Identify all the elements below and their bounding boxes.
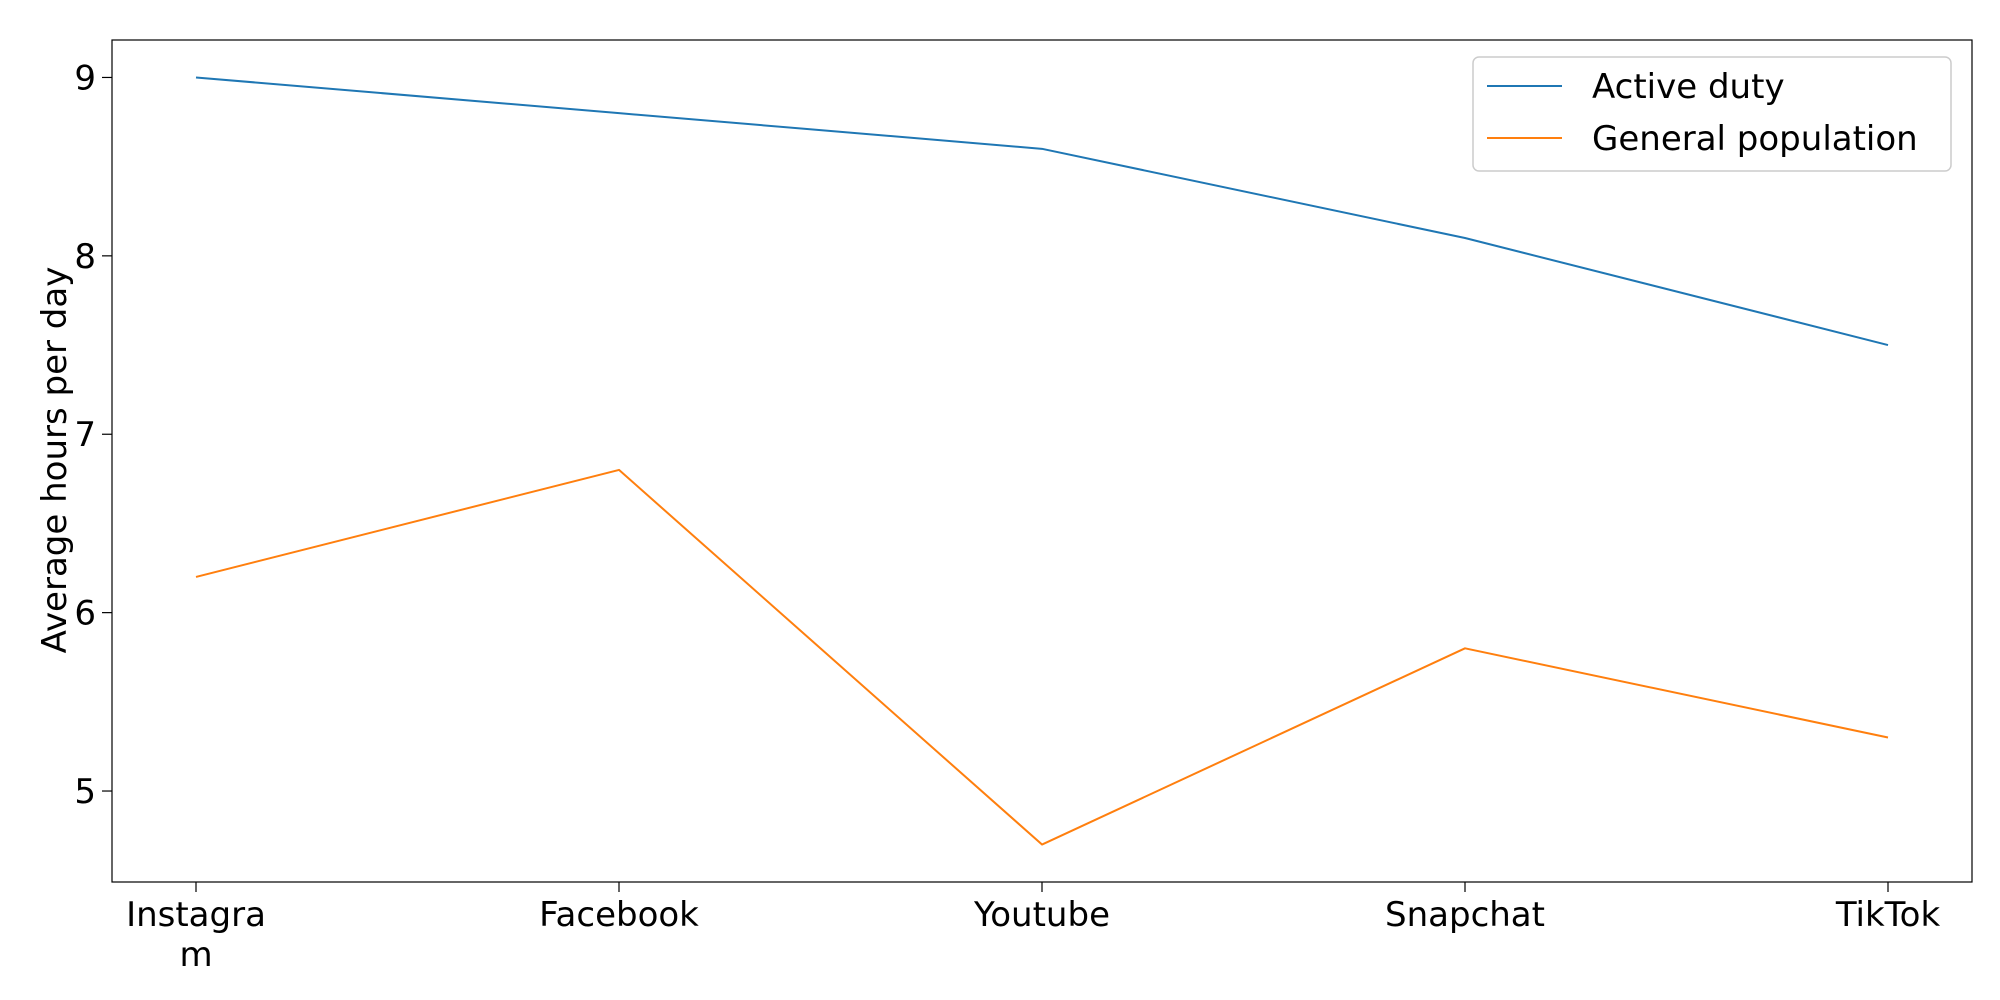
x-axis-ticks: Instagra m Facebook Youtube Snapchat TikTok: [126, 882, 1940, 975]
y-tick-label: 5: [74, 772, 96, 812]
x-tick-label-line: Instagra: [126, 895, 266, 935]
y-tick-label: 6: [74, 594, 96, 634]
x-tick-label: Youtube: [973, 895, 1110, 935]
y-axis-ticks: 5 6 7 8 9: [74, 58, 112, 812]
x-tick-label: Snapchat: [1385, 895, 1545, 935]
legend: Active duty General population: [1472, 56, 1952, 172]
y-axis-label: Average hours per day: [35, 267, 75, 654]
plot-frame: [111, 39, 1973, 883]
x-tick-label-line: Snapchat: [1385, 895, 1545, 935]
x-tick-label-line: Youtube: [973, 895, 1110, 935]
x-tick-label-line: Facebook: [539, 895, 699, 935]
legend-label-general-population: General population: [1592, 119, 1918, 159]
x-tick-label: Instagra m: [126, 895, 266, 975]
legend-box: [1472, 56, 1952, 172]
legend-entry-active-duty: Active duty: [1487, 67, 1785, 107]
x-tick-label-line: TikTok: [1835, 895, 1941, 935]
y-tick-label: 7: [74, 415, 96, 455]
y-tick-label: 8: [74, 237, 96, 277]
series-lines: [195, 76, 1889, 846]
x-tick-label-line: m: [179, 935, 212, 975]
legend-label-active-duty: Active duty: [1592, 67, 1785, 107]
x-tick-label: TikTok: [1835, 895, 1941, 935]
y-tick-label: 9: [74, 58, 96, 98]
legend-entry-general-population: General population: [1487, 119, 1918, 159]
x-tick-label: Facebook: [539, 895, 699, 935]
